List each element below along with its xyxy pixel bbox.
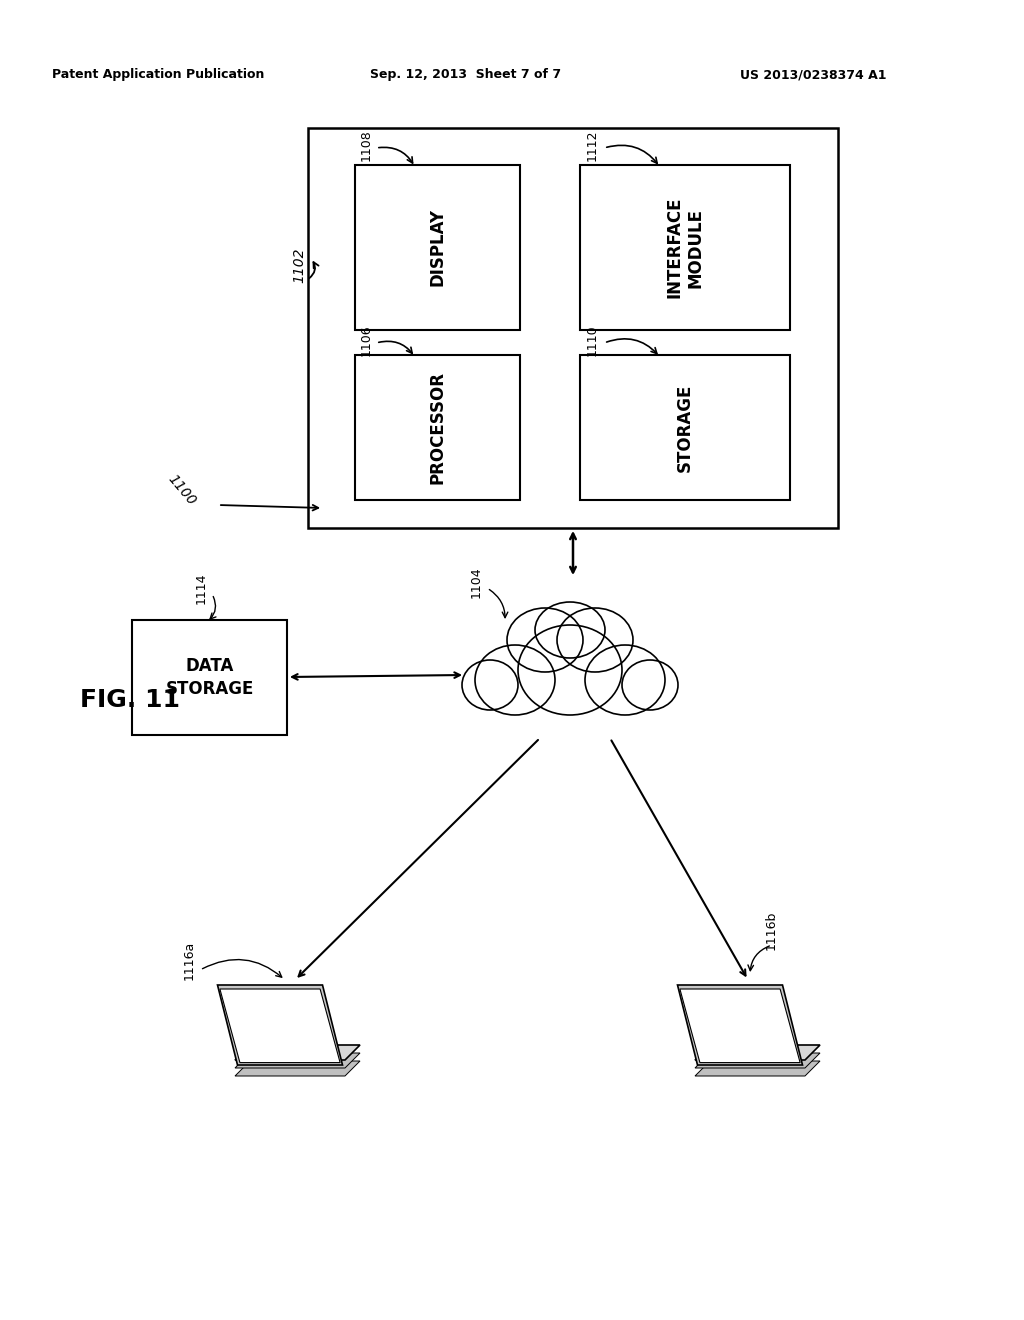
Polygon shape xyxy=(234,1045,360,1060)
Polygon shape xyxy=(680,989,800,1063)
Bar xyxy=(355,355,520,500)
Polygon shape xyxy=(695,1053,820,1068)
Text: INTERFACE
MODULE: INTERFACE MODULE xyxy=(666,197,705,298)
Polygon shape xyxy=(695,1045,820,1060)
Text: DATA
STORAGE: DATA STORAGE xyxy=(165,657,254,697)
Ellipse shape xyxy=(462,660,518,710)
Text: Patent Application Publication: Patent Application Publication xyxy=(52,69,264,81)
Text: STORAGE: STORAGE xyxy=(676,383,694,471)
Text: PROCESSOR: PROCESSOR xyxy=(428,371,446,484)
Ellipse shape xyxy=(557,609,633,672)
Ellipse shape xyxy=(507,609,583,672)
Text: 1114: 1114 xyxy=(195,573,208,603)
Ellipse shape xyxy=(622,660,678,710)
Polygon shape xyxy=(220,989,340,1063)
Text: 1112: 1112 xyxy=(586,129,599,161)
Polygon shape xyxy=(234,1053,360,1068)
Polygon shape xyxy=(217,985,342,1065)
Text: 1102: 1102 xyxy=(292,247,306,282)
Text: 1104: 1104 xyxy=(470,566,483,598)
Text: US 2013/0238374 A1: US 2013/0238374 A1 xyxy=(740,69,887,81)
Text: DISPLAY: DISPLAY xyxy=(428,209,446,286)
Bar xyxy=(580,165,790,330)
Text: 1116a: 1116a xyxy=(183,940,196,979)
Ellipse shape xyxy=(535,602,605,657)
Polygon shape xyxy=(234,1061,360,1076)
Polygon shape xyxy=(695,1061,820,1076)
Text: 1116b: 1116b xyxy=(765,911,778,949)
Text: FIG. 11: FIG. 11 xyxy=(80,688,180,711)
Text: Sep. 12, 2013  Sheet 7 of 7: Sep. 12, 2013 Sheet 7 of 7 xyxy=(370,69,561,81)
Polygon shape xyxy=(678,985,803,1065)
Text: 1110: 1110 xyxy=(586,325,599,356)
Ellipse shape xyxy=(585,645,665,715)
Ellipse shape xyxy=(518,624,622,715)
Text: 1108: 1108 xyxy=(360,129,373,161)
Text: 1106: 1106 xyxy=(360,325,373,356)
Bar xyxy=(580,355,790,500)
Ellipse shape xyxy=(475,645,555,715)
Bar xyxy=(132,620,287,735)
Bar xyxy=(355,165,520,330)
Bar xyxy=(308,128,838,528)
Text: 1100: 1100 xyxy=(165,473,199,508)
